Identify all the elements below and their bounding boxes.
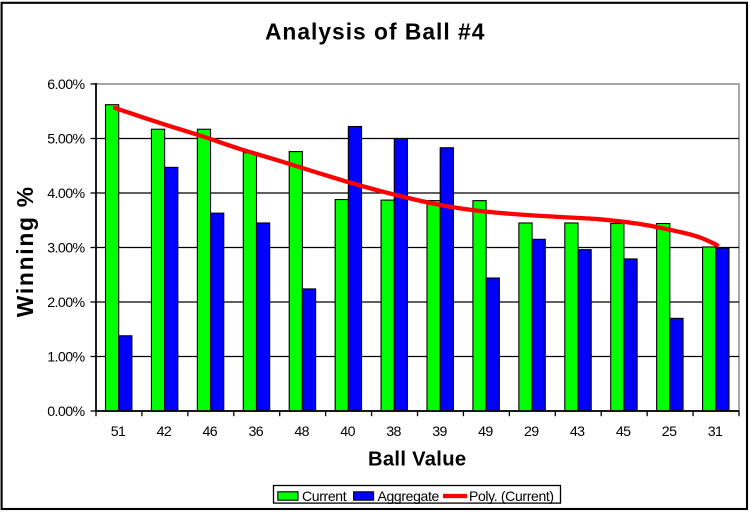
svg-text:31: 31 [708,424,723,440]
svg-text:43: 43 [570,424,585,440]
svg-text:2.00%: 2.00% [47,295,85,311]
svg-text:51: 51 [111,424,126,440]
svg-text:Poly. (Current): Poly. (Current) [469,488,554,504]
svg-text:39: 39 [432,424,447,440]
svg-text:1.00%: 1.00% [47,350,85,366]
svg-text:Ball Value: Ball Value [368,449,466,471]
svg-text:38: 38 [386,424,401,440]
svg-text:29: 29 [524,424,539,440]
svg-text:Analysis of Ball #4: Analysis of Ball #4 [265,19,485,45]
svg-text:36: 36 [249,424,264,440]
svg-text:3.00%: 3.00% [47,241,85,257]
svg-text:45: 45 [616,424,631,440]
svg-text:5.00%: 5.00% [47,132,85,148]
svg-text:46: 46 [203,424,218,440]
svg-text:25: 25 [662,424,677,440]
svg-text:49: 49 [478,424,493,440]
svg-text:42: 42 [157,424,172,440]
svg-text:Current: Current [302,488,347,504]
svg-text:6.00%: 6.00% [47,77,85,93]
svg-text:48: 48 [294,424,309,440]
svg-text:4.00%: 4.00% [47,186,85,202]
svg-text:Winning %: Winning % [12,185,38,317]
svg-text:40: 40 [340,424,355,440]
svg-text:Aggregate: Aggregate [378,488,440,504]
svg-text:0.00%: 0.00% [47,404,85,420]
